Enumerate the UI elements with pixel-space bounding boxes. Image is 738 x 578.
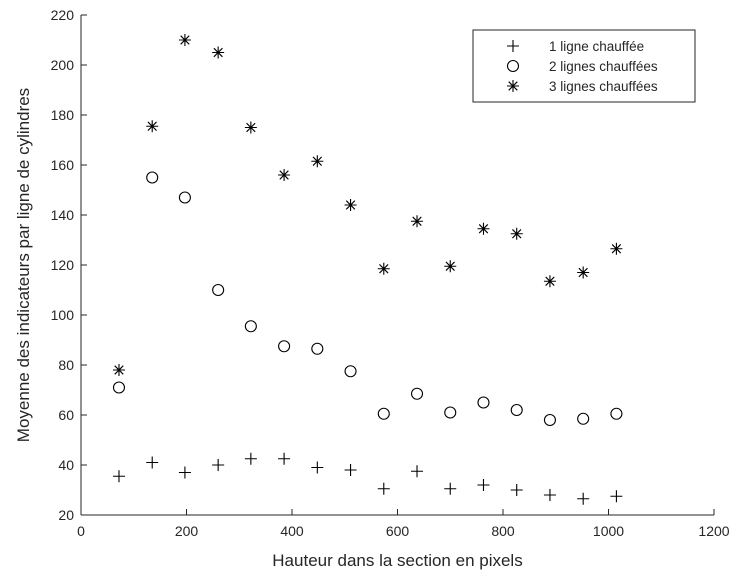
x-tick-label: 200 xyxy=(175,523,199,539)
y-tick-label: 180 xyxy=(51,107,75,123)
plus-point xyxy=(610,490,623,503)
x-tick-label: 0 xyxy=(77,523,85,539)
asterisk-point xyxy=(510,227,523,240)
asterisk-point xyxy=(477,222,490,235)
legend-label: 3 lignes chauffées xyxy=(549,79,658,94)
legend-asterisk-icon xyxy=(507,80,519,92)
x-tick-label: 800 xyxy=(491,523,515,539)
plus-point xyxy=(377,482,390,495)
x-tick-label: 1000 xyxy=(593,523,624,539)
plus-point xyxy=(311,461,324,474)
y-tick-label: 20 xyxy=(58,507,74,523)
legend-circle-icon xyxy=(506,59,520,73)
plus-point xyxy=(510,484,523,496)
plus-point xyxy=(477,479,490,491)
circle-point xyxy=(477,396,490,409)
plus-point xyxy=(178,466,191,479)
asterisk-point xyxy=(377,262,390,275)
y-tick-label: 120 xyxy=(51,257,75,273)
y-tick-label: 60 xyxy=(58,407,74,423)
asterisk-point xyxy=(278,169,291,181)
circle-point xyxy=(311,342,324,355)
x-tick-label: 1200 xyxy=(698,523,729,539)
data-marks xyxy=(112,34,623,505)
legend: 1 ligne chauffée 2 lignes chauffées 3 lign… xyxy=(472,29,696,103)
circle-point xyxy=(278,340,291,353)
circle-point xyxy=(344,365,357,378)
series-3 xyxy=(112,34,623,376)
circle-point xyxy=(377,407,390,420)
y-axis-title: Moyenne des indicateurs par ligne de cyl… xyxy=(14,88,33,442)
plus-point xyxy=(543,489,556,501)
plus-point xyxy=(212,459,225,471)
circle-point xyxy=(410,387,424,400)
asterisk-point xyxy=(344,199,357,211)
y-tick-label: 200 xyxy=(51,57,75,73)
circle-point xyxy=(444,406,457,419)
asterisk-point xyxy=(212,46,225,59)
asterisk-point xyxy=(146,120,159,133)
y-tick-label: 40 xyxy=(58,457,74,473)
series-2 xyxy=(112,171,623,427)
asterisk-point xyxy=(543,275,556,288)
asterisk-point xyxy=(444,260,457,273)
asterisk-point xyxy=(311,155,324,168)
x-tick-label: 400 xyxy=(280,523,304,539)
circle-point xyxy=(178,191,191,204)
asterisk-point xyxy=(178,34,191,46)
asterisk-point xyxy=(610,242,623,255)
y-tick-label: 80 xyxy=(58,357,74,373)
plus-point xyxy=(146,456,159,469)
ticks: 0 200 400 600 800 1000 1200 20 40 60 80 100 120 140 16… xyxy=(51,7,730,539)
legend-box xyxy=(472,29,696,103)
plus-point xyxy=(278,452,291,465)
legend-label: 2 lignes chauffées xyxy=(549,59,658,74)
circle-point xyxy=(212,283,225,297)
circle-point xyxy=(244,320,257,333)
y-tick-label: 140 xyxy=(51,207,75,223)
x-tick-label: 600 xyxy=(386,523,410,539)
circle-point xyxy=(610,407,623,420)
circle-point xyxy=(146,171,159,184)
series-1 xyxy=(112,452,623,505)
circle-point xyxy=(543,413,556,427)
plus-point xyxy=(244,452,257,465)
asterisk-point xyxy=(411,215,424,228)
y-tick-label: 160 xyxy=(51,157,75,173)
circle-point xyxy=(510,403,523,417)
asterisk-point xyxy=(112,364,125,376)
plus-point xyxy=(112,470,125,483)
circle-point xyxy=(112,381,126,394)
plus-point xyxy=(344,464,357,476)
asterisk-point xyxy=(244,121,257,134)
plus-point xyxy=(411,465,424,478)
x-axis-title: Hauteur dans la section en pixels xyxy=(272,551,522,570)
plus-point xyxy=(444,482,457,495)
circle-point xyxy=(577,412,590,425)
legend-plus-icon xyxy=(507,40,519,52)
legend-label: 1 ligne chauffée xyxy=(549,39,644,54)
plus-point xyxy=(577,492,590,505)
y-tick-label: 220 xyxy=(51,7,75,23)
y-tick-label: 100 xyxy=(51,307,75,323)
asterisk-point xyxy=(577,266,590,279)
